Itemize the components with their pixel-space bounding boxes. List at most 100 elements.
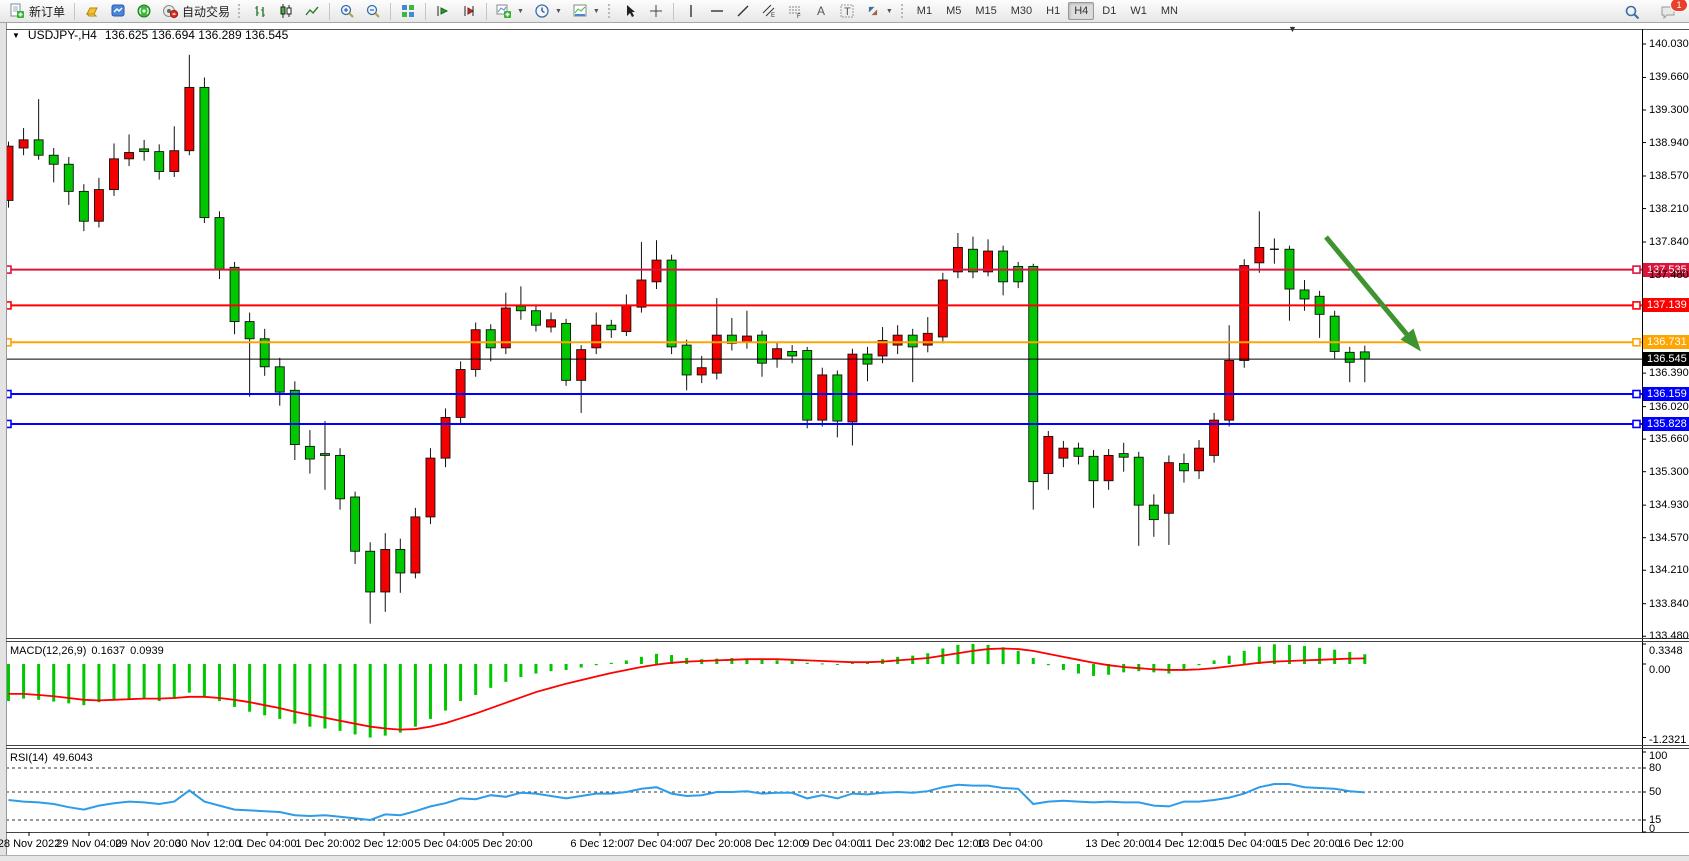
svg-text:E: E: [771, 13, 775, 19]
toolbar-right-group: 1: [1619, 0, 1688, 22]
indicator-group: ▼ ▼ ▼: [491, 0, 605, 22]
line-chart-icon: [304, 3, 320, 19]
macd-panel-title: MACD(12,26,9) 0.1637 0.0939: [10, 645, 164, 657]
equidistant-channel-button[interactable]: E: [756, 1, 782, 21]
timeframe-button-M30[interactable]: M30: [1010, 5, 1033, 17]
rsi-label: RSI(14): [10, 752, 48, 764]
macd-label: MACD(12,26,9): [10, 645, 87, 657]
new-order-icon: [9, 3, 25, 19]
macd-signal-value: 0.0939: [130, 645, 164, 657]
fibonacci-icon: F: [787, 3, 803, 19]
cursor-button[interactable]: [617, 1, 643, 21]
gold-icon: [84, 3, 100, 19]
vertical-line-button[interactable]: [678, 1, 704, 21]
chart-shift-icon: [461, 3, 477, 19]
fibonacci-button[interactable]: F: [782, 1, 808, 21]
separator: [329, 2, 331, 20]
trendline-icon: [735, 3, 751, 19]
timeframe-button-H1[interactable]: H1: [1046, 5, 1061, 17]
auto-trading-icon: [162, 3, 179, 19]
market-watch-button[interactable]: [105, 1, 131, 21]
signal-icon: [136, 3, 152, 19]
notification-badge: 1: [1670, 0, 1688, 12]
vertical-line-icon: [683, 3, 699, 19]
crosshair-button[interactable]: [643, 1, 669, 21]
chart-shift-button[interactable]: [456, 1, 482, 21]
text-button[interactable]: A: [808, 1, 834, 21]
trendline-button[interactable]: [730, 1, 756, 21]
rsi-panel-title: RSI(14) 49.6043: [10, 752, 93, 764]
signals-button[interactable]: [131, 1, 157, 21]
channel-icon: E: [761, 3, 777, 19]
arrows-tool-icon: [865, 3, 881, 19]
tile-windows-button[interactable]: [395, 1, 421, 21]
template-icon: [572, 3, 588, 19]
auto-trading-button[interactable]: 自动交易: [157, 1, 235, 22]
symbol-timeframe-label: USDJPY-,H4: [27, 28, 97, 42]
zoom-group: [334, 0, 386, 22]
toolbar-handle: [900, 4, 907, 18]
chart-window: [0, 23, 1689, 856]
zoom-out-icon: [365, 3, 381, 19]
zoom-out-button[interactable]: [360, 1, 386, 21]
toolbar-handle: [238, 4, 244, 18]
zoom-in-icon: [339, 3, 355, 19]
arrows-tool-button[interactable]: ▼: [860, 1, 898, 21]
separator: [425, 2, 427, 20]
new-order-button[interactable]: 新订单: [4, 1, 70, 22]
horizontal-line-icon: [709, 3, 725, 19]
timeframe-button-W1[interactable]: W1: [1130, 5, 1147, 17]
dropdown-arrow-icon: ▼: [517, 7, 524, 15]
text-label-icon: T: [839, 3, 855, 19]
text-label-button[interactable]: T: [834, 1, 860, 21]
monitor-icon: [110, 3, 126, 19]
dropdown-arrow-icon: ▼: [592, 7, 600, 15]
dropdown-arrow-icon: ▼: [885, 7, 893, 15]
timeframe-button-M1[interactable]: M1: [916, 5, 933, 17]
indicators-button[interactable]: ▼: [491, 1, 529, 21]
timeframe-button-H4[interactable]: H4: [1068, 2, 1095, 20]
svg-text:T: T: [844, 6, 851, 18]
auto-scroll-button[interactable]: [430, 1, 456, 21]
timeframe-button-D1[interactable]: D1: [1102, 5, 1117, 17]
periods-button[interactable]: ▼: [529, 1, 567, 21]
indicators-icon: [496, 3, 512, 19]
trade-group: 新订单 自动交易: [4, 0, 235, 22]
timeframe-button-MN[interactable]: MN: [1160, 5, 1178, 17]
crosshair-icon: [648, 3, 664, 19]
new-order-label: 新订单: [29, 4, 66, 19]
candlestick-button[interactable]: [273, 1, 299, 21]
metaquotes-button[interactable]: [79, 1, 105, 21]
symbol-dropdown-icon[interactable]: ▼: [12, 30, 20, 40]
separator: [486, 2, 488, 20]
notifications-button[interactable]: 1: [1655, 0, 1688, 22]
templates-button[interactable]: ▼: [567, 1, 605, 21]
timeframe-group: M1 M5 M15 M30 H1 H4 D1 W1 MN: [910, 0, 1185, 22]
cursor-icon: [622, 3, 638, 19]
bar-chart-button[interactable]: [247, 1, 273, 21]
text-icon: A: [813, 3, 829, 19]
timeframe-button-M5[interactable]: M5: [946, 5, 962, 17]
toolbar-handle: [607, 4, 614, 18]
search-button[interactable]: [1619, 2, 1645, 22]
scroll-group: [430, 0, 482, 22]
chart-title: ▼ USDJPY-,H4 136.625 136.694 136.289 136…: [12, 28, 288, 42]
rsi-value: 49.6043: [52, 752, 93, 764]
separator: [390, 2, 392, 20]
ohlc-values: 136.625 136.694 136.289 136.545: [104, 28, 289, 42]
zoom-in-button[interactable]: [334, 1, 360, 21]
auto-scroll-icon: [435, 3, 451, 19]
horizontal-line-button[interactable]: [704, 1, 730, 21]
chart-type-group: [247, 0, 325, 22]
macd-main-value: 0.1637: [91, 645, 126, 657]
tile-windows-icon: [400, 3, 416, 19]
auto-trading-label: 自动交易: [182, 4, 231, 19]
search-icon: [1624, 4, 1640, 20]
chart-shift-marker[interactable]: ▼: [1288, 24, 1297, 34]
timeframe-button-M15[interactable]: M15: [975, 5, 997, 17]
clock-icon: [534, 3, 550, 19]
line-chart-button[interactable]: [299, 1, 325, 21]
window-bottom-edge: [0, 855, 1689, 861]
